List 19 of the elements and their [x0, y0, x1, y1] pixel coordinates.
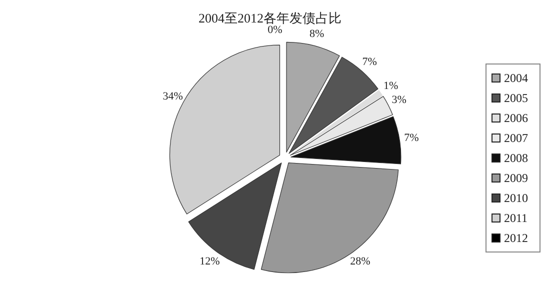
legend-label: 2005 — [504, 91, 528, 105]
legend-label: 2010 — [504, 191, 528, 205]
legend-label: 2011 — [504, 211, 528, 225]
data-label: 34% — [162, 90, 183, 102]
data-label: 7% — [362, 56, 377, 68]
legend-label: 2006 — [504, 111, 528, 125]
legend-label: 2004 — [504, 71, 528, 85]
text: 0% — [268, 24, 282, 36]
legend-label: 2008 — [504, 151, 528, 165]
legend-label: 2009 — [504, 171, 528, 185]
legend-label: 2012 — [504, 231, 528, 245]
legend-label: 2007 — [504, 131, 528, 145]
data-label: 28% — [350, 256, 370, 268]
data-label: 1% — [384, 80, 398, 92]
data-label: 7% — [404, 132, 419, 144]
data-label: 3% — [392, 94, 406, 106]
chart-title: 2004至2012各年发债占比 — [198, 10, 342, 26]
data-label: 8% — [309, 28, 324, 40]
data-label: 12% — [200, 256, 220, 268]
